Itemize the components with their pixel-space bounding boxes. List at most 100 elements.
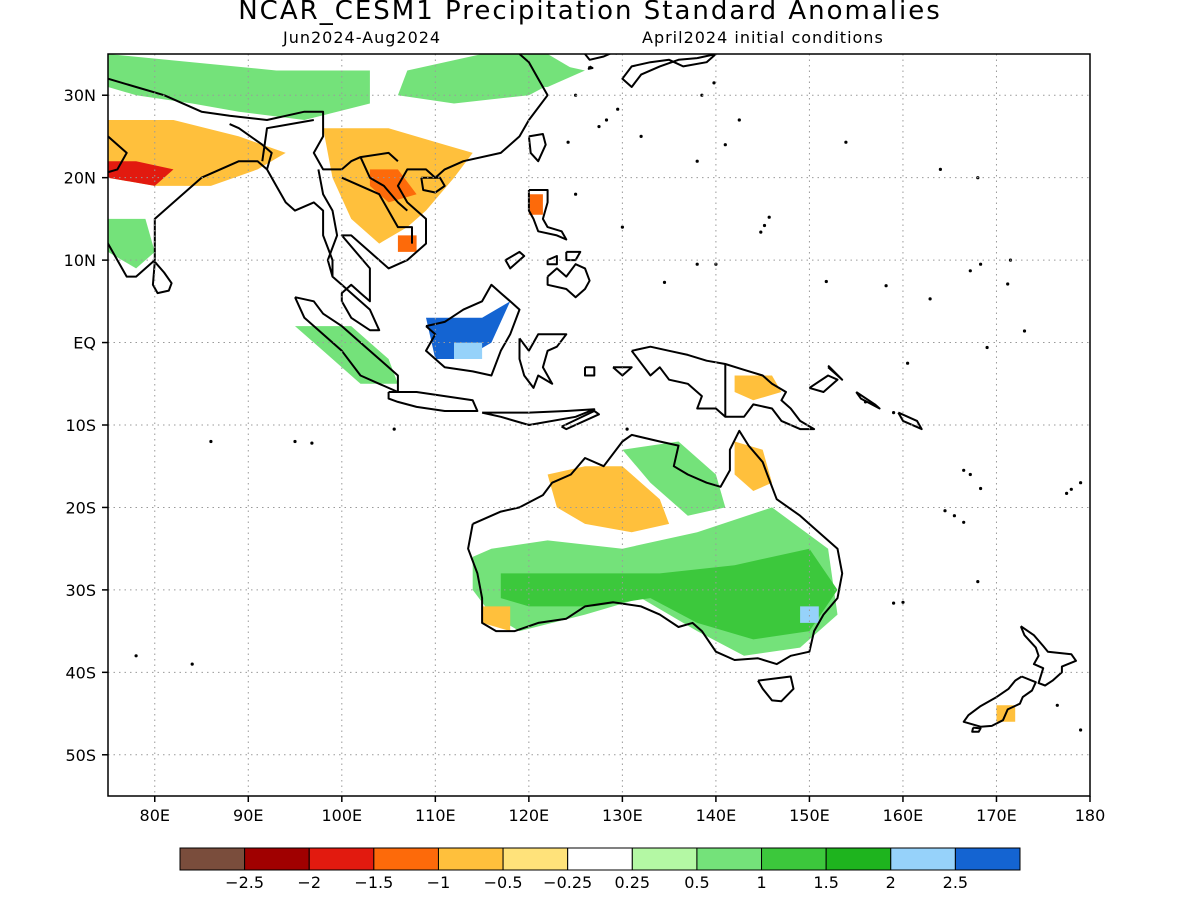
island-marker xyxy=(1022,329,1027,333)
colorbar-swatch xyxy=(954,847,1021,871)
colorbar-swatch xyxy=(696,847,763,871)
island-marker xyxy=(938,167,943,171)
island-marker xyxy=(712,81,716,85)
longitude-tick-label: 170E xyxy=(976,806,1017,825)
colorbar-label: 1 xyxy=(756,873,766,892)
colorbar-swatch xyxy=(373,847,439,871)
island-marker xyxy=(597,125,601,129)
anomaly-region xyxy=(369,169,417,203)
longitude-tick-label: 80E xyxy=(140,806,170,825)
colorbar-swatch xyxy=(825,847,892,871)
latitude-tick-label: 20S xyxy=(65,498,96,517)
island-marker xyxy=(662,280,667,284)
latitude-tick-label: 50S xyxy=(65,746,96,765)
anomaly-region xyxy=(295,326,398,384)
island-marker xyxy=(762,223,767,228)
island-marker xyxy=(574,192,578,196)
anomaly-region xyxy=(734,441,772,491)
island-marker xyxy=(884,284,888,288)
colorbar-label: 0.5 xyxy=(684,873,709,892)
island-marker xyxy=(759,230,763,234)
coastline-segment xyxy=(518,333,568,389)
island-marker xyxy=(723,143,727,147)
coastline-segment xyxy=(229,123,273,170)
latitude-axis: 30N 20N 10N EQ 10S 20S 30S 40S 50S xyxy=(64,86,108,765)
colorbar-swatch xyxy=(502,847,569,871)
island-marker xyxy=(566,140,570,144)
coastline-segment xyxy=(481,408,596,426)
coastline-segment xyxy=(971,726,982,733)
longitude-tick-label: 90E xyxy=(233,806,263,825)
coastline-segment xyxy=(527,133,547,163)
colorbar-label: 1.5 xyxy=(813,873,838,892)
longitude-tick-label: 140E xyxy=(696,806,737,825)
island-marker xyxy=(620,225,625,229)
island-marker xyxy=(824,279,828,284)
colorbar-swatch xyxy=(244,847,310,871)
coastline-segment xyxy=(359,156,408,212)
latitude-tick-label: EQ xyxy=(73,334,96,353)
island-marker xyxy=(604,118,609,122)
anomaly-region xyxy=(454,342,483,359)
island-marker xyxy=(695,159,699,163)
coastlines xyxy=(108,54,1083,733)
island-marker xyxy=(928,297,932,301)
coastline-segment xyxy=(546,255,558,266)
anomaly-region xyxy=(108,54,370,120)
island-marker xyxy=(962,468,966,472)
coastline-segment xyxy=(584,54,617,61)
latitude-tick-label: 40S xyxy=(65,663,96,682)
coastline-segment xyxy=(827,364,844,381)
coastline-segment xyxy=(565,250,582,262)
island-marker xyxy=(190,662,194,666)
coastline-segment xyxy=(108,54,549,332)
coastline-segment xyxy=(587,65,594,70)
anomaly-region xyxy=(547,466,670,533)
island-marker xyxy=(892,411,896,415)
graticule xyxy=(108,54,1090,796)
coastline-segment xyxy=(612,366,633,377)
colorbar-label: −1.5 xyxy=(354,873,393,892)
coastline-segment xyxy=(855,391,881,410)
island-marker xyxy=(1006,282,1010,286)
longitude-tick-label: 110E xyxy=(415,806,456,825)
anomaly-region xyxy=(482,606,511,632)
latitude-tick-label: 30N xyxy=(64,86,96,105)
coastline-segment xyxy=(467,429,844,666)
colorbar-label: 2 xyxy=(886,873,896,892)
coastline-segment xyxy=(561,410,600,431)
longitude-tick-label: 180 xyxy=(1075,806,1106,825)
coastline-segment xyxy=(294,296,399,393)
anomaly-region xyxy=(108,161,174,186)
anomaly-region xyxy=(528,194,543,215)
island-marker xyxy=(209,439,213,444)
coastline-segment xyxy=(897,411,923,431)
anomaly-region xyxy=(397,235,417,252)
island-marker xyxy=(962,520,966,524)
coastline-segment xyxy=(261,119,314,162)
anomaly-region xyxy=(800,606,819,623)
coastline-segment xyxy=(387,391,479,412)
island-marker xyxy=(737,118,741,122)
colorbar-swatch xyxy=(437,847,504,871)
island-marker xyxy=(293,439,297,444)
island-marker xyxy=(767,215,771,219)
island-marker xyxy=(943,509,947,513)
island-marker xyxy=(310,441,314,445)
island-marker xyxy=(1055,703,1059,707)
island-marker xyxy=(979,486,983,491)
anomaly-shading xyxy=(108,54,1016,722)
island-marker xyxy=(392,427,396,431)
colorbar-swatch xyxy=(761,847,827,871)
island-marker xyxy=(700,93,704,97)
coastline-segment xyxy=(420,176,446,194)
coastline-segment xyxy=(584,366,596,377)
anomaly-region xyxy=(426,301,511,359)
island-marker xyxy=(863,400,868,404)
coastline-segment xyxy=(621,54,717,88)
island-marker xyxy=(892,601,896,605)
island-marker xyxy=(976,580,980,584)
island-marker xyxy=(1069,487,1073,491)
island-marker xyxy=(952,514,957,518)
latitude-tick-label: 30S xyxy=(65,581,96,600)
